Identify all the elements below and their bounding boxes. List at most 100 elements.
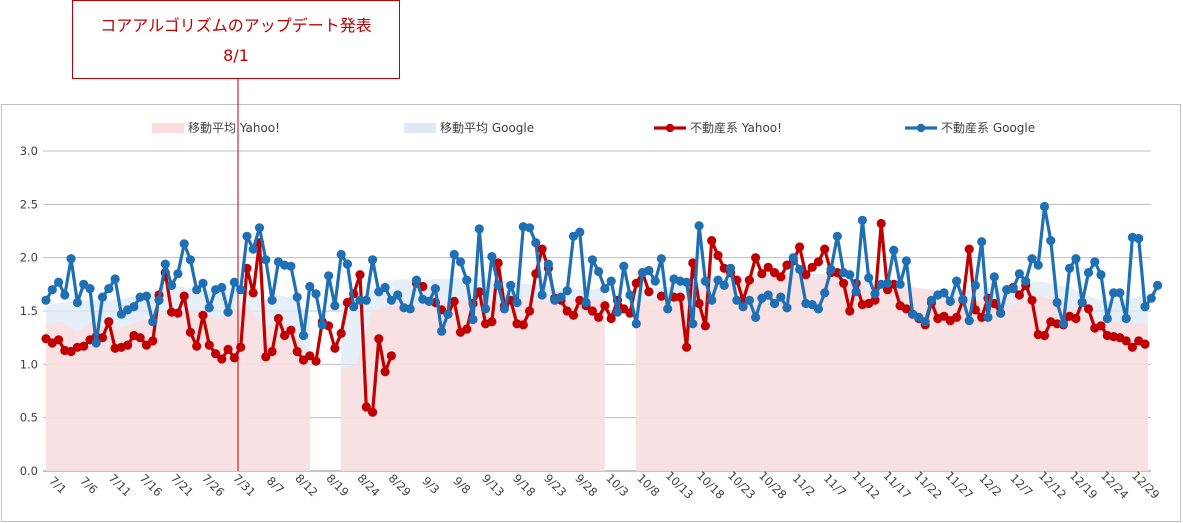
google-point (575, 227, 585, 237)
google-point (983, 312, 993, 322)
google-point (820, 288, 830, 298)
x-tick-label: 9/28 (572, 471, 600, 499)
yahoo-point (694, 298, 704, 309)
google-point (47, 285, 57, 295)
google-point (91, 338, 101, 348)
google-point (311, 289, 321, 299)
yahoo-point (305, 351, 315, 361)
yahoo-point (267, 346, 277, 357)
google-point (612, 307, 623, 317)
y-tick-label: 0.5 (20, 411, 38, 425)
yahoo-point (631, 278, 641, 288)
google-point (738, 302, 748, 312)
yahoo-point (1140, 339, 1150, 349)
google-point (631, 319, 641, 329)
google-point (688, 319, 698, 329)
yahoo-point (355, 270, 365, 280)
yahoo-point (901, 304, 912, 314)
google-point (625, 290, 635, 300)
yahoo-point (462, 324, 472, 334)
google-point (41, 295, 51, 305)
google-point (543, 259, 554, 269)
google-point (694, 221, 704, 231)
legend-marker (916, 123, 926, 133)
yahoo-point (876, 218, 886, 229)
x-tick-label: 9/3 (419, 474, 442, 497)
google-point (336, 249, 346, 260)
google-point (531, 238, 541, 248)
google-point (405, 304, 415, 314)
google-point (587, 255, 598, 265)
yahoo-point (211, 349, 221, 359)
google-point (437, 326, 447, 336)
yahoo-point (104, 317, 114, 327)
google-point (719, 280, 729, 290)
yahoo-point (757, 269, 767, 279)
x-tick-label: 12/7 (1007, 471, 1035, 499)
x-tick-label: 10/8 (634, 471, 662, 499)
google-point (795, 264, 805, 274)
x-tick-label: 10/13 (663, 468, 696, 501)
google-point (430, 284, 440, 294)
google-point (939, 288, 949, 298)
google-point (964, 316, 974, 326)
yahoo-point (839, 278, 849, 288)
google-point (857, 215, 868, 225)
google-point (926, 295, 937, 305)
google-point (160, 259, 170, 269)
google-point (782, 303, 792, 313)
yahoo-point (1096, 321, 1106, 331)
yahoo-point (644, 287, 654, 297)
google-point (700, 276, 711, 286)
google-point (512, 297, 522, 308)
yahoo-point (223, 344, 233, 354)
legend-label: 移動平均 Google (440, 121, 534, 135)
google-point (1102, 313, 1112, 324)
yahoo-point (675, 292, 685, 302)
yahoo-point (273, 313, 283, 324)
google-point (487, 252, 497, 262)
google-point (286, 261, 296, 271)
yahoo-point (311, 356, 321, 366)
yahoo-point (952, 312, 962, 322)
yahoo-point (1014, 290, 1024, 300)
google-point (179, 239, 189, 249)
x-tick-label: 11/7 (821, 471, 849, 499)
y-tick-label: 0.0 (20, 464, 38, 478)
x-tick-label: 7/26 (199, 471, 227, 499)
google-point (361, 295, 371, 305)
yahoo-point (386, 351, 396, 361)
google-point (832, 231, 842, 241)
x-tick-label: 7/31 (230, 471, 258, 499)
x-tick-label: 7/1 (46, 474, 69, 497)
google-point (901, 256, 912, 266)
yahoo-point (606, 313, 616, 324)
x-tick-label: 12/2 (976, 471, 1004, 499)
legend-label: 不動産系 Yahoo! (690, 120, 782, 135)
legend-label: 不動産系 Google (941, 120, 1035, 135)
google-point (1065, 263, 1075, 273)
x-tick-label: 10/23 (725, 468, 758, 501)
x-tick-label: 11/27 (943, 468, 976, 501)
yahoo-point (368, 407, 378, 417)
google-point (455, 257, 466, 267)
google-point (769, 298, 780, 309)
google-point (606, 276, 616, 286)
yahoo-point (54, 335, 64, 345)
moving-average-area (635, 273, 1148, 471)
yahoo-point (707, 236, 717, 246)
google-point (537, 290, 547, 300)
google-line (44, 204, 1160, 345)
y-tick-label: 1.0 (20, 357, 38, 371)
google-point (1096, 270, 1106, 280)
google-point (525, 223, 535, 233)
google-point (104, 284, 114, 294)
google-point (1134, 233, 1144, 244)
google-point (298, 330, 309, 341)
yahoo-point (763, 262, 773, 272)
annotation-date: 8/1 (223, 46, 249, 65)
y-tick-label: 3.0 (20, 144, 38, 158)
moving-average-area (340, 298, 605, 471)
yahoo-point (795, 242, 805, 252)
